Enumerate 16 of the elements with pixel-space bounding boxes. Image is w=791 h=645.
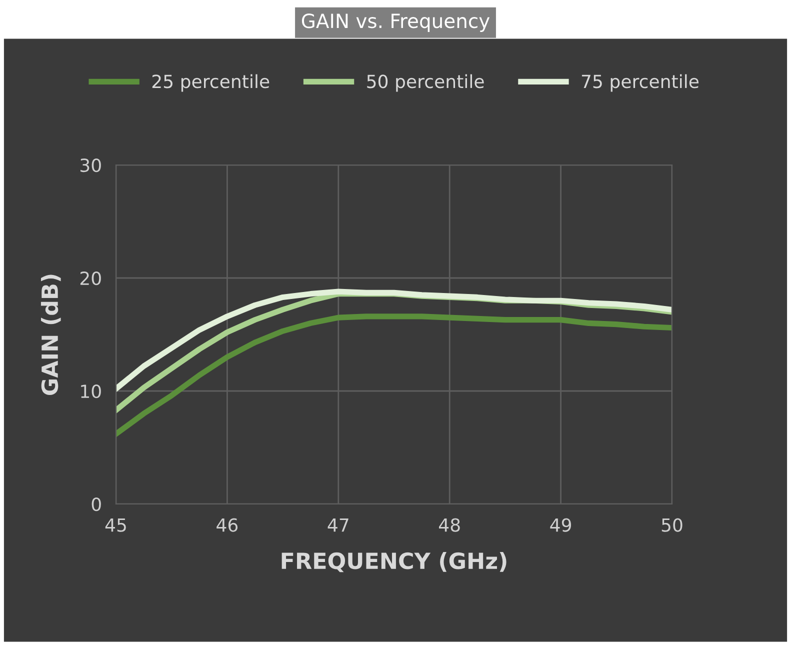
x-tick-label: 47 bbox=[328, 518, 348, 532]
y-tick-label: 10 bbox=[81, 384, 101, 398]
x-tick-label: 49 bbox=[550, 518, 572, 532]
y-tick-label: 0 bbox=[92, 497, 101, 512]
x-axis-title: FREQUENCY (GHz) bbox=[282, 552, 506, 572]
legend-label: 25 percentile bbox=[152, 74, 270, 92]
x-tick-label: 50 bbox=[662, 518, 682, 532]
x-tick-label: 45 bbox=[105, 518, 126, 532]
y-axis-title: GAIN (dB) bbox=[40, 274, 61, 395]
x-tick-label: 48 bbox=[438, 518, 460, 532]
y-tick-label: 30 bbox=[80, 158, 101, 172]
chart-title: GAIN vs. Frequency bbox=[302, 14, 490, 32]
x-tick-label: 46 bbox=[216, 518, 238, 532]
legend-label: 75 percentile bbox=[582, 74, 699, 92]
y-tick-label: 20 bbox=[80, 271, 101, 286]
legend-label: 50 percentile bbox=[367, 74, 484, 92]
